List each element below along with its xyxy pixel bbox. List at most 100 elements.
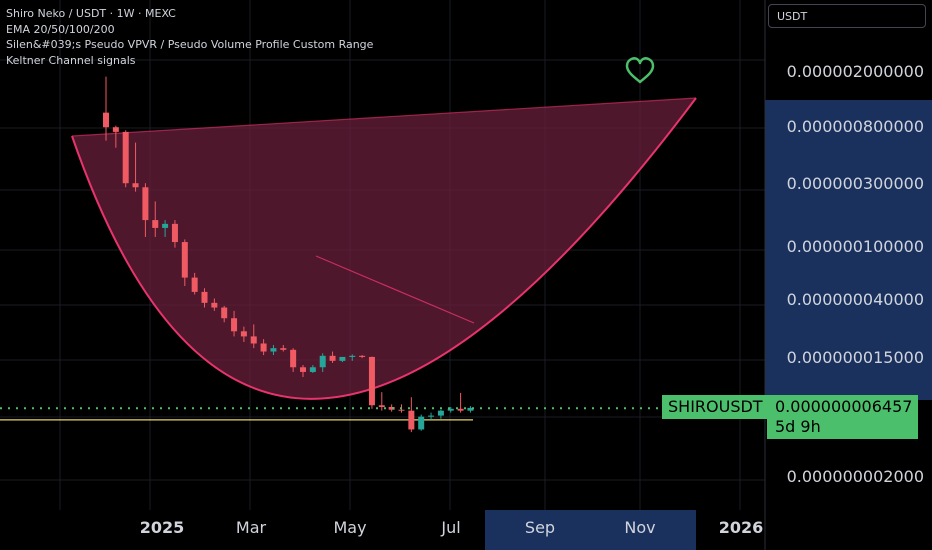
candle[interactable] xyxy=(447,407,454,413)
candle[interactable] xyxy=(290,348,297,372)
candle[interactable] xyxy=(191,272,198,295)
candle-body xyxy=(457,408,464,411)
currency-selector[interactable]: USDT xyxy=(768,4,926,28)
candle-body xyxy=(103,112,109,128)
candle[interactable] xyxy=(319,353,326,372)
candle-body xyxy=(349,355,356,357)
candle[interactable] xyxy=(240,326,247,342)
candle-body xyxy=(211,302,218,308)
candle[interactable] xyxy=(122,130,129,188)
candle[interactable] xyxy=(359,355,366,359)
bar-countdown: 5d 9h xyxy=(775,417,821,436)
candle-body xyxy=(250,336,257,344)
candle[interactable] xyxy=(260,339,267,356)
candle-body xyxy=(142,187,149,221)
candle[interactable] xyxy=(142,183,149,237)
candles xyxy=(103,76,474,433)
candle[interactable] xyxy=(112,125,119,148)
candle-body xyxy=(181,242,188,278)
candle[interactable] xyxy=(457,392,464,413)
candle[interactable] xyxy=(280,345,287,352)
candle[interactable] xyxy=(368,356,375,409)
candle[interactable] xyxy=(250,324,257,349)
time-axis-label: Jul xyxy=(441,518,461,537)
legend-indicator-ema[interactable]: EMA 20/50/100/200 xyxy=(6,22,115,36)
candle-body xyxy=(280,348,287,350)
heart-icon[interactable] xyxy=(625,57,655,84)
candle-body xyxy=(240,331,247,337)
candle-body xyxy=(201,291,208,303)
trend-line[interactable] xyxy=(315,255,475,324)
price-axis-label: 0.000000015000 xyxy=(786,348,924,367)
candle-body xyxy=(447,408,454,411)
legend-indicator-keltner[interactable]: Keltner Channel signals xyxy=(6,53,136,67)
candle-body xyxy=(122,131,129,184)
candle-body xyxy=(231,318,238,332)
candle-body xyxy=(191,277,198,292)
candle[interactable] xyxy=(329,351,336,363)
candle[interactable] xyxy=(171,220,178,248)
time-axis-label: Sep xyxy=(524,518,556,537)
cup-pattern-rim[interactable] xyxy=(71,97,697,137)
candle-body xyxy=(260,343,267,352)
candle[interactable] xyxy=(270,345,277,356)
candle-body xyxy=(309,367,316,372)
time-axis-label: 2025 xyxy=(139,518,185,537)
price-axis-label: 0.000000300000 xyxy=(786,174,924,193)
chart-legend: Shiro Neko / USDT · 1W · MEXC EMA 20/50/… xyxy=(6,6,373,68)
time-axis-label: Nov xyxy=(624,518,656,537)
candle[interactable] xyxy=(388,404,395,412)
candle[interactable] xyxy=(132,142,139,192)
cup-pattern-fill xyxy=(72,98,696,399)
candle[interactable] xyxy=(211,298,218,311)
candle-body xyxy=(112,127,119,132)
candle-body xyxy=(339,356,346,361)
candle-body xyxy=(467,407,474,411)
candle[interactable] xyxy=(152,201,159,237)
candle[interactable] xyxy=(418,414,425,431)
candle-body xyxy=(437,410,444,416)
time-axis-label: Mar xyxy=(235,518,267,537)
candle-body xyxy=(290,349,297,368)
candle[interactable] xyxy=(339,356,346,363)
price-axis-label: 0.000000002000 xyxy=(786,467,924,486)
time-axis-label: 2026 xyxy=(718,518,764,537)
candle-body xyxy=(408,410,415,430)
candle[interactable] xyxy=(309,365,316,373)
candle[interactable] xyxy=(428,412,435,420)
candle[interactable] xyxy=(437,409,444,419)
candle[interactable] xyxy=(378,392,385,411)
candle-body xyxy=(359,355,366,357)
candle[interactable] xyxy=(231,310,238,337)
candle[interactable] xyxy=(408,397,415,433)
candle[interactable] xyxy=(300,365,306,378)
time-axis-label: May xyxy=(333,518,367,537)
candle[interactable] xyxy=(467,406,474,413)
candle[interactable] xyxy=(201,288,208,308)
cup-pattern-curve[interactable] xyxy=(71,97,697,400)
candle-body xyxy=(171,223,178,243)
candle-body xyxy=(162,223,169,228)
time-axis-highlight xyxy=(485,510,696,550)
candle-body xyxy=(368,356,375,406)
legend-title[interactable]: Shiro Neko / USDT · 1W · MEXC xyxy=(6,7,176,20)
candle-body xyxy=(428,415,435,417)
candle-body xyxy=(378,405,385,408)
candle[interactable] xyxy=(103,76,109,141)
price-axis-label: 0.000000800000 xyxy=(786,117,924,136)
legend-indicator-vpvr[interactable]: Silen&#039;s Pseudo VPVR / Pseudo Volume… xyxy=(6,38,374,51)
candle[interactable] xyxy=(162,220,169,237)
candle[interactable] xyxy=(221,305,228,323)
candle[interactable] xyxy=(181,239,188,286)
candle-body xyxy=(300,367,306,372)
price-axis-label: 0.000002000000 xyxy=(786,62,924,81)
candle-body xyxy=(132,183,139,188)
current-price-value: 0.000000006457 xyxy=(775,397,913,416)
candle-body xyxy=(270,348,277,352)
candle-body xyxy=(418,416,425,430)
symbol-tag: SHIROUSDT xyxy=(662,395,769,419)
candle-body xyxy=(319,355,326,368)
candle[interactable] xyxy=(349,354,356,361)
